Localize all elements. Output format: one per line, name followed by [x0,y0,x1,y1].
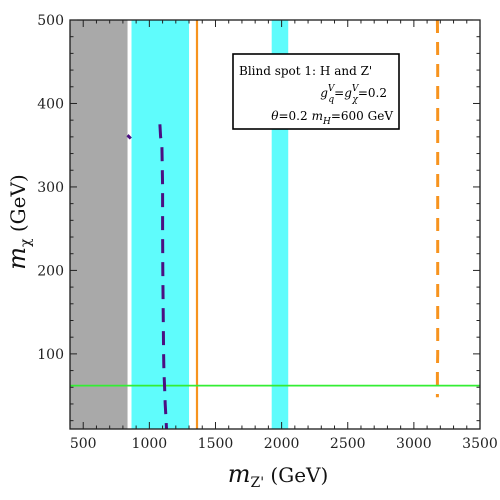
legend-line-3: θ=0.2 mH=600 GeV [271,109,393,127]
y-axis-title: mχ (GeV) [3,174,34,269]
legend-box: Blind spot 1: H and Z' gV q=gV χ=0.2 θ=0.2… [232,53,400,130]
y-tick-label: 200 [37,263,64,279]
cyan-band-2 [131,20,190,429]
y-axis-title-main: m [3,247,31,270]
x-tick-label: 1000 [132,436,168,452]
y-tick-label: 400 [37,96,64,112]
legend-frame [232,53,400,130]
legend-g-x: g [344,86,352,100]
legend-x-sup: V [352,84,360,94]
legend-line-1: Blind spot 1: H and Z' [239,64,372,78]
gray-band-1 [70,20,128,429]
y-tick-label: 500 [37,13,64,29]
legend-mass-value: =600 GeV [331,109,393,123]
legend-mass: m [312,109,323,123]
x-axis-title-main: m [228,460,251,488]
legend-q-sup: V [328,84,336,94]
legend-q-sub: q [328,95,334,105]
y-tick-label: 300 [37,180,64,196]
purple-dashed-short-curve [126,134,132,140]
purple-dashed-curve [158,124,168,429]
legend-mass-sub: H [322,117,331,127]
y-axis-title-sub: χ [18,238,34,247]
x-axis-title-unit: (GeV) [264,463,328,487]
x-tick-label: 2000 [264,436,300,452]
y-tick-label: 100 [37,347,64,363]
legend-theta: θ [271,109,279,123]
x-tick-label: 500 [70,436,97,452]
y-axis-title-unit: (GeV) [6,174,30,238]
legend-theta-value: =0.2 [278,109,307,123]
axis-ticks: 500 1000 1500 2000 2500 3000 3500 100 200 300 400 5… [37,13,498,452]
x-tick-label: 3500 [462,436,498,452]
legend-line-2: gV q=gV χ=0.2 [320,84,387,105]
legend-eq: = [334,86,344,100]
x-axis-title-sub: Z' [250,475,264,491]
x-tick-label: 1500 [198,436,234,452]
legend-coupling-value: =0.2 [358,86,387,100]
x-axis-title: mZ' (GeV) [228,460,329,491]
plot-frame [69,19,481,430]
x-tick-label: 3000 [396,436,432,452]
x-tick-label: 2500 [330,436,366,452]
legend-x-sub: χ [351,95,358,105]
legend-g-q: g [320,86,328,100]
plot-area [70,20,480,429]
